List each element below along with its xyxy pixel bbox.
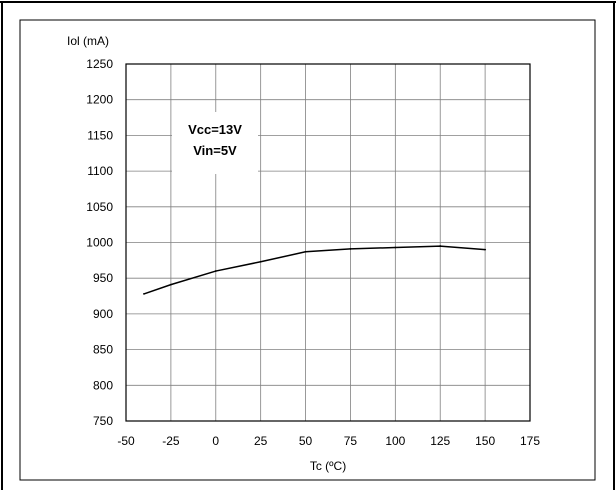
series-point (169, 283, 172, 286)
y-tick-label: 1250 (86, 57, 113, 71)
y-tick-label: 1100 (87, 164, 113, 178)
series-point (394, 246, 397, 249)
x-tick-label: 100 (385, 434, 405, 448)
x-tick-label: 150 (475, 434, 495, 448)
y-tick-label: 1150 (87, 128, 113, 142)
x-tick-label: 75 (344, 434, 358, 448)
series-point (439, 245, 442, 247)
y-axis-label: Iol (mA) (67, 34, 109, 48)
y-tick-label: 1000 (86, 236, 113, 250)
x-tick-label: 0 (212, 434, 219, 448)
y-tick-label: 800 (93, 378, 113, 392)
x-tick-label: 125 (430, 434, 450, 448)
series-point (484, 248, 487, 251)
y-tick-label: 750 (93, 414, 113, 428)
series-points (143, 245, 487, 295)
x-tick-label: 25 (254, 434, 268, 448)
inner-frame (19, 19, 596, 481)
series-point (304, 250, 307, 253)
x-tick-label: 175 (520, 434, 540, 448)
x-axis-label: Tc (ºC) (310, 459, 346, 473)
tick-labels: -50 -25 0 25 50 75 100 125 150 175 750 800 850 900 950… (86, 57, 540, 448)
grid-lines (126, 64, 530, 421)
series-point (349, 248, 352, 250)
y-tick-label: 850 (93, 343, 113, 357)
series-line (143, 245, 486, 295)
annotation-vin: Vin=5V (193, 143, 237, 158)
x-tick-label: 50 (299, 434, 313, 448)
series-point (143, 293, 145, 295)
y-tick-label: 1200 (86, 93, 113, 107)
y-tick-label: 900 (93, 307, 113, 321)
plot-area-border (125, 63, 531, 422)
series-point (214, 270, 217, 272)
x-tick-label: -25 (162, 434, 180, 448)
x-tick-label: -50 (117, 434, 135, 448)
annotation-vcc: Vcc=13V (188, 122, 242, 137)
y-tick-label: 950 (93, 271, 113, 285)
series-point (259, 260, 262, 263)
annotation-background (172, 112, 258, 174)
y-tick-label: 1050 (86, 200, 113, 214)
